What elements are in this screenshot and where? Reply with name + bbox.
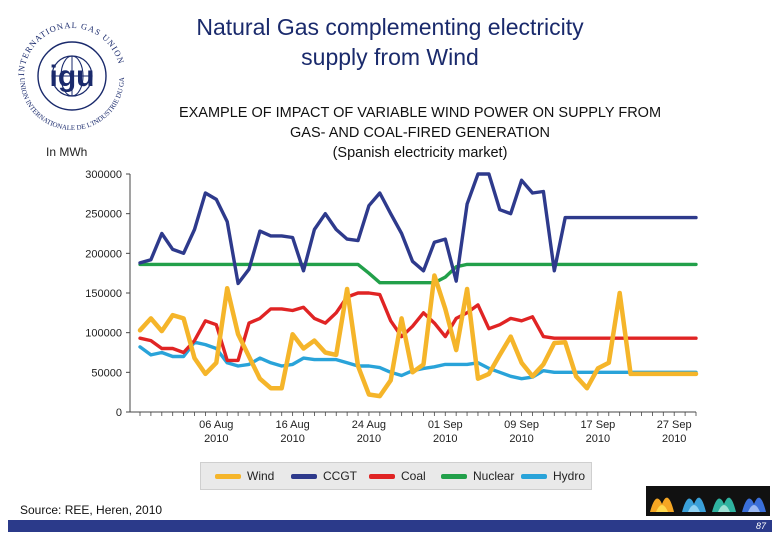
igu-logo-graphic: INTERNATIONAL GAS UNION UNION INTERNATIO… bbox=[6, 8, 126, 132]
y-tick-label: 100000 bbox=[85, 328, 122, 340]
x-tick-label-date: 27 Sep bbox=[657, 419, 692, 431]
source-note: Source: REE, Heren, 2010 bbox=[20, 503, 163, 517]
x-tick-label-date: 06 Aug bbox=[199, 419, 233, 431]
legend-label: Wind bbox=[247, 469, 275, 483]
chart-subtitle: EXAMPLE OF IMPACT OF VARIABLE WIND POWER… bbox=[140, 103, 700, 163]
x-tick-label-year: 2010 bbox=[662, 433, 686, 445]
y-tick-label: 250000 bbox=[85, 209, 122, 221]
legend-swatch bbox=[441, 473, 467, 479]
x-tick-label-year: 2010 bbox=[509, 433, 533, 445]
x-tick-label-year: 2010 bbox=[433, 433, 457, 445]
flame-icon-4 bbox=[742, 497, 766, 512]
chart-legend: Wind CCGT Coal Nuclear Hydro bbox=[200, 462, 592, 490]
y-tick-label: 0 bbox=[116, 407, 122, 419]
series-line-nuclear bbox=[138, 262, 698, 285]
legend-label: Coal bbox=[401, 469, 426, 483]
legend-label: Hydro bbox=[553, 469, 586, 483]
series-line-coal bbox=[138, 291, 698, 363]
line-chart: 300000 250000 200000 150000 100000 50000 0 06 A… bbox=[85, 169, 699, 445]
x-tick-label-year: 2010 bbox=[280, 433, 304, 445]
legend-label: Nuclear bbox=[473, 469, 515, 483]
chart-subtitle-line-1: EXAMPLE OF IMPACT OF VARIABLE WIND POWER… bbox=[178, 105, 662, 121]
x-tick-label-date: 01 Sep bbox=[428, 419, 463, 431]
gas-flame-decoration bbox=[646, 486, 770, 516]
x-tick-label-date: 24 Aug bbox=[352, 419, 386, 431]
chart-subtitle-line-3: (Spanish electricity market) bbox=[332, 145, 508, 161]
legend-item-wind: Wind bbox=[215, 463, 274, 489]
legend-item-nuclear: Nuclear bbox=[441, 463, 514, 489]
legend-swatch bbox=[215, 473, 241, 479]
x-tick-label-date: 09 Sep bbox=[504, 419, 539, 431]
y-tick-label: 150000 bbox=[85, 288, 122, 300]
plot-area bbox=[130, 174, 696, 412]
legend-swatch bbox=[291, 473, 317, 479]
flame-icon-2 bbox=[682, 497, 706, 512]
legend-label: CCGT bbox=[323, 469, 357, 483]
legend-item-hydro: Hydro bbox=[521, 463, 585, 489]
x-tick-label-year: 2010 bbox=[357, 433, 381, 445]
x-tick-label-year: 2010 bbox=[586, 433, 610, 445]
x-tick-label-date: 16 Aug bbox=[275, 419, 309, 431]
page-number: 87 bbox=[755, 521, 766, 531]
x-tick-label-year: 2010 bbox=[204, 433, 228, 445]
logo-initials: igu bbox=[50, 60, 95, 93]
legend-item-ccgt: CCGT bbox=[291, 463, 357, 489]
y-tick-label: 200000 bbox=[85, 248, 122, 260]
legend-swatch bbox=[521, 473, 547, 479]
slide-title: Natural Gas complementing electricity su… bbox=[140, 12, 640, 72]
x-tick-label-date: 17 Sep bbox=[580, 419, 615, 431]
y-tick-label: 300000 bbox=[85, 169, 122, 181]
flame-icon-1 bbox=[650, 497, 674, 512]
igu-logo: INTERNATIONAL GAS UNION UNION INTERNATIO… bbox=[6, 8, 136, 132]
legend-swatch bbox=[369, 473, 395, 479]
y-axis-unit-label: In MWh bbox=[46, 145, 88, 159]
slide-title-line-1: Natural Gas complementing electricity bbox=[196, 14, 584, 40]
chart-subtitle-line-2: GAS- AND COAL-FIRED GENERATION bbox=[290, 125, 550, 141]
y-tick-label: 50000 bbox=[91, 367, 122, 379]
series-line-ccgt bbox=[138, 172, 698, 286]
legend-item-coal: Coal bbox=[369, 463, 426, 489]
footer-bar bbox=[8, 520, 772, 532]
flame-icon-3 bbox=[712, 497, 736, 512]
slide-title-line-2: supply from Wind bbox=[301, 44, 479, 70]
series-line-wind bbox=[137, 273, 699, 399]
